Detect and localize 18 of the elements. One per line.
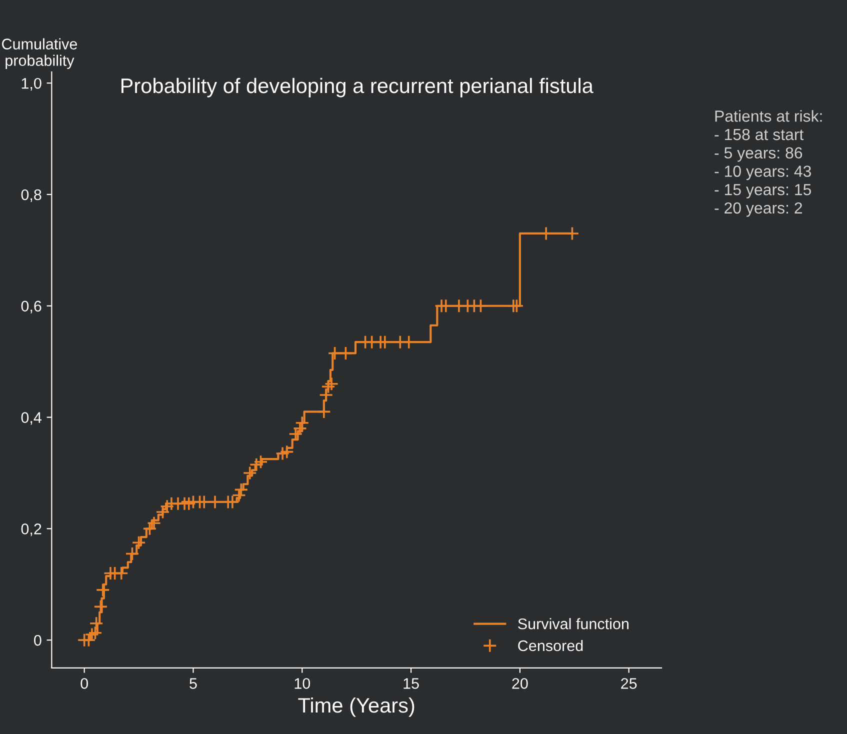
x-tick-label: 20 <box>512 678 528 689</box>
x-tick-label: 25 <box>621 678 637 689</box>
legend-label: Survival function <box>518 618 628 630</box>
x-tick-label: 5 <box>190 678 197 689</box>
chart-title: Probability of developing a recurrent perianal fistula <box>121 78 594 98</box>
y-tick-label: 0,4 <box>21 412 42 425</box>
y-tick-label: 0,8 <box>21 189 42 202</box>
x-tick-label: 15 <box>404 678 419 689</box>
y-tick-label: 0 <box>34 634 42 646</box>
y-tick-label: 1,0 <box>22 78 42 91</box>
y-tick-label: 0,2 <box>21 524 42 536</box>
y-axis-title: Cumulative probability <box>2 38 78 69</box>
x-tick-label: 10 <box>294 678 310 689</box>
x-tick-label: 0 <box>80 678 88 689</box>
legend-label: Censored <box>518 640 583 652</box>
text: Patients at risk: - 158 at start - 5 years: 86 - 10 years: 43 - 15 years: 15 - 20 years: 2 <box>714 110 822 217</box>
x-axis-title: Time (Years) <box>298 697 414 717</box>
y-tick-label: 0,6 <box>21 300 42 314</box>
